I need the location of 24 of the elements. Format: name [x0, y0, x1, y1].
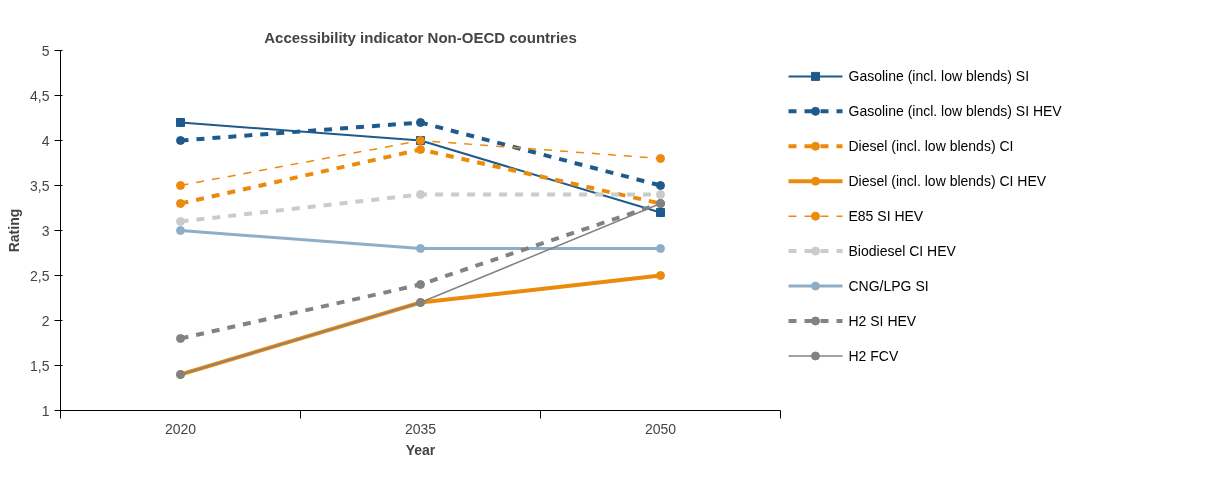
legend-label: Biodiesel CI HEV [848, 243, 957, 260]
y-tick-label: 2 [41, 312, 50, 329]
x-tick-label: 2020 [164, 420, 197, 437]
y-tick-label: 2,5 [30, 267, 50, 284]
y-tick-label: 3 [41, 222, 50, 239]
y-tick-label: 3,5 [30, 177, 50, 194]
legend-label: H2 SI HEV [848, 313, 917, 330]
x-axis-title: Year [405, 441, 436, 458]
legend-label: Gasoline (incl. low blends) SI [848, 68, 1030, 85]
legend-label: H2 FCV [848, 347, 899, 364]
y-tick-label: 1,5 [30, 357, 50, 374]
chart-title: Accessibility indicator Non-OECD countries [264, 28, 577, 46]
y-axis-title: Rating [6, 208, 23, 253]
y-tick-label: 4 [41, 132, 50, 149]
y-tick-label: 5 [41, 42, 50, 59]
x-tick-label: 2035 [404, 420, 437, 437]
y-tick-label: 1 [41, 402, 50, 419]
legend-label: Diesel (incl. low blends) CI [848, 138, 1014, 155]
y-tick-label: 4,5 [30, 87, 50, 104]
legend-label: CNG/LPG SI [848, 278, 929, 295]
x-tick-label: 2050 [644, 420, 677, 437]
legend-label: Gasoline (incl. low blends) SI HEV [848, 103, 1063, 120]
legend-label: Diesel (incl. low blends) CI HEV [848, 173, 1047, 190]
legend-label: E85 SI HEV [848, 208, 924, 225]
